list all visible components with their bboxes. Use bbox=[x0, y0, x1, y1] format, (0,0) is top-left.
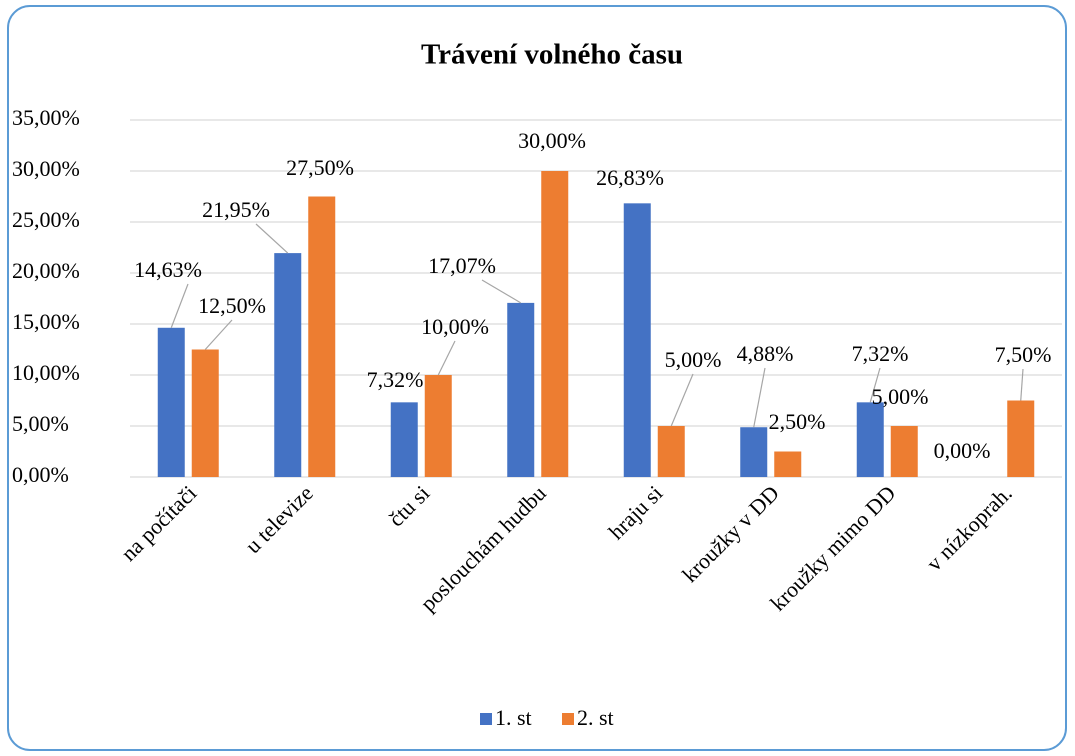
data-label: 7,50% bbox=[995, 342, 1052, 367]
y-tick-label: 35,00% bbox=[12, 105, 80, 130]
bar bbox=[191, 349, 219, 477]
chart-border bbox=[7, 5, 1067, 751]
y-tick-label: 30,00% bbox=[12, 156, 80, 181]
data-label: 7,32% bbox=[367, 367, 424, 392]
chart-title: Trávení volného času bbox=[421, 39, 683, 71]
bar bbox=[424, 375, 452, 477]
data-label: 12,50% bbox=[198, 293, 266, 318]
leader-line bbox=[437, 340, 456, 376]
leader-line bbox=[255, 223, 289, 254]
y-tick-label: 20,00% bbox=[12, 258, 80, 283]
bar bbox=[657, 426, 685, 477]
data-label: 17,07% bbox=[428, 253, 496, 278]
data-label: 27,50% bbox=[286, 155, 354, 180]
bar bbox=[623, 203, 651, 478]
leader-line bbox=[1020, 368, 1024, 401]
y-tick-label: 25,00% bbox=[12, 207, 80, 232]
bar bbox=[740, 427, 768, 477]
data-label: 2,50% bbox=[769, 409, 826, 434]
data-label: 21,95% bbox=[202, 197, 270, 222]
legend-swatch bbox=[480, 713, 492, 725]
data-label: 7,32% bbox=[852, 341, 909, 366]
legend-label: 1. st bbox=[495, 705, 532, 730]
y-tick-label: 0,00% bbox=[12, 462, 69, 487]
data-label: 5,00% bbox=[665, 347, 722, 372]
legend-label: 2. st bbox=[577, 705, 614, 730]
bar bbox=[774, 451, 802, 477]
data-label: 0,00% bbox=[934, 438, 991, 463]
y-tick-label: 10,00% bbox=[12, 360, 80, 385]
leader-line bbox=[753, 367, 766, 428]
data-label: 30,00% bbox=[518, 128, 586, 153]
legend-swatch bbox=[562, 713, 574, 725]
data-label: 14,63% bbox=[134, 257, 202, 282]
leader-line bbox=[481, 279, 522, 304]
bar bbox=[890, 426, 918, 477]
leader-line bbox=[670, 373, 694, 427]
y-tick-label: 5,00% bbox=[12, 411, 69, 436]
data-label: 4,88% bbox=[737, 341, 794, 366]
leader-line bbox=[170, 283, 189, 328]
bar bbox=[1007, 400, 1035, 477]
bar bbox=[157, 327, 185, 477]
leader-line bbox=[204, 319, 233, 350]
bar bbox=[856, 402, 884, 477]
data-label: 26,83% bbox=[596, 165, 664, 190]
data-label: 5,00% bbox=[872, 384, 929, 409]
leader-line bbox=[869, 367, 881, 403]
bar bbox=[507, 302, 535, 477]
y-tick-label: 15,00% bbox=[12, 309, 80, 334]
bar bbox=[308, 196, 336, 477]
bar bbox=[390, 402, 418, 477]
data-label: 10,00% bbox=[421, 314, 489, 339]
bar bbox=[274, 253, 302, 477]
bar bbox=[541, 171, 569, 477]
